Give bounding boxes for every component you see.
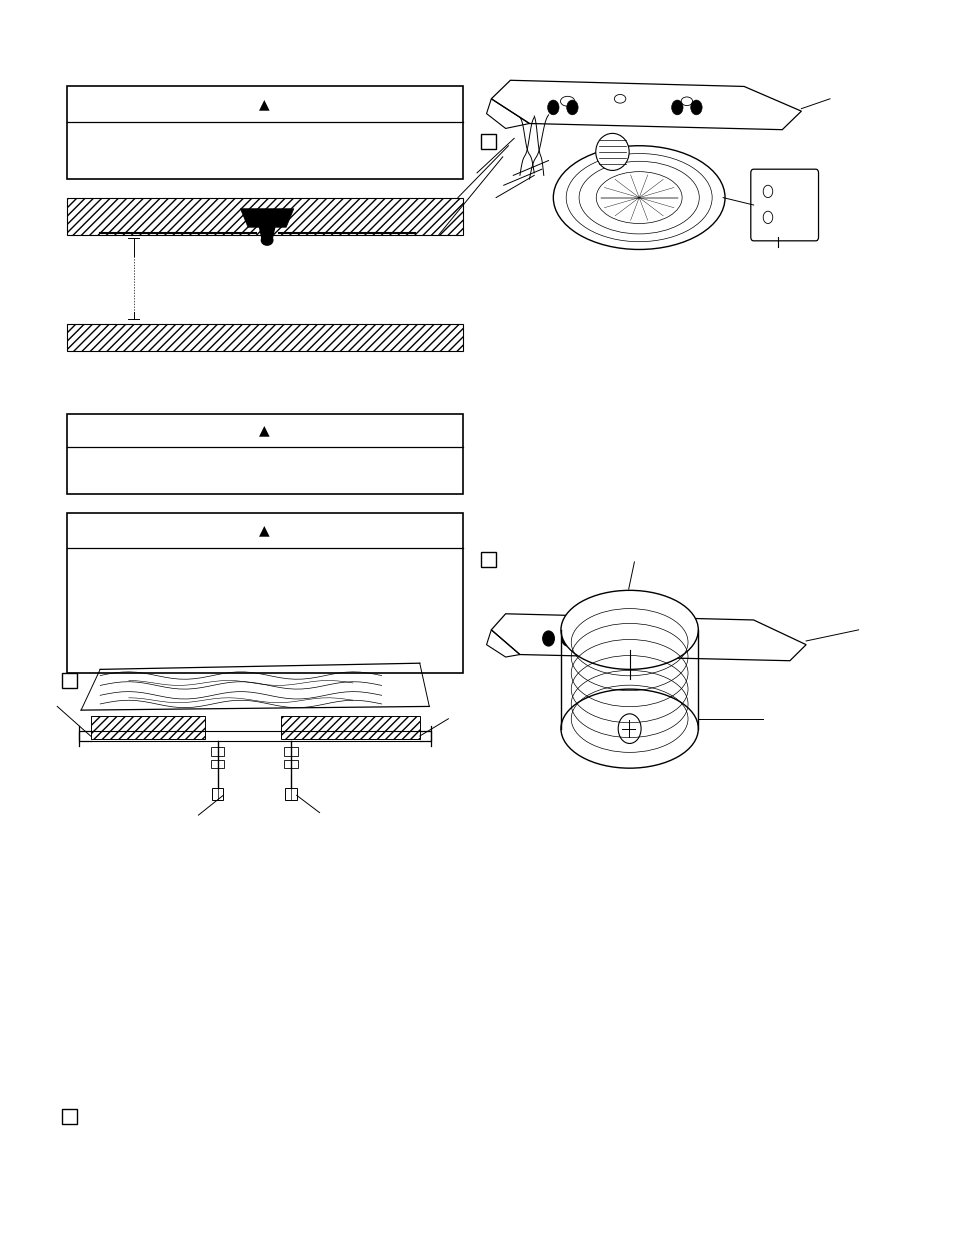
Text: ▲: ▲ (259, 524, 270, 537)
Circle shape (671, 100, 682, 115)
Bar (62, 1109, 77, 1124)
Polygon shape (240, 209, 294, 227)
Bar (62, 673, 77, 688)
Bar (67, 414, 462, 494)
Bar (91, 716, 205, 739)
Bar (285, 788, 296, 800)
Bar (284, 760, 297, 768)
Polygon shape (259, 227, 274, 240)
Bar (281, 716, 419, 739)
Bar (212, 788, 223, 800)
Bar (67, 198, 462, 235)
Circle shape (661, 631, 673, 646)
Bar (480, 552, 496, 567)
Circle shape (547, 100, 558, 115)
Ellipse shape (595, 133, 629, 170)
Circle shape (680, 631, 692, 646)
Text: ▲: ▲ (259, 424, 270, 437)
Circle shape (566, 100, 578, 115)
Bar (211, 747, 224, 756)
Ellipse shape (560, 590, 698, 669)
Circle shape (690, 100, 701, 115)
Bar (67, 86, 462, 179)
Circle shape (561, 631, 573, 646)
Text: ▲: ▲ (259, 98, 270, 111)
Ellipse shape (261, 235, 273, 245)
Bar (284, 747, 297, 756)
Bar (211, 760, 224, 768)
Ellipse shape (560, 689, 698, 768)
FancyBboxPatch shape (750, 169, 818, 241)
Bar (480, 135, 496, 149)
Ellipse shape (553, 146, 724, 249)
Bar (67, 324, 462, 351)
Bar (67, 513, 462, 673)
Circle shape (542, 631, 554, 646)
